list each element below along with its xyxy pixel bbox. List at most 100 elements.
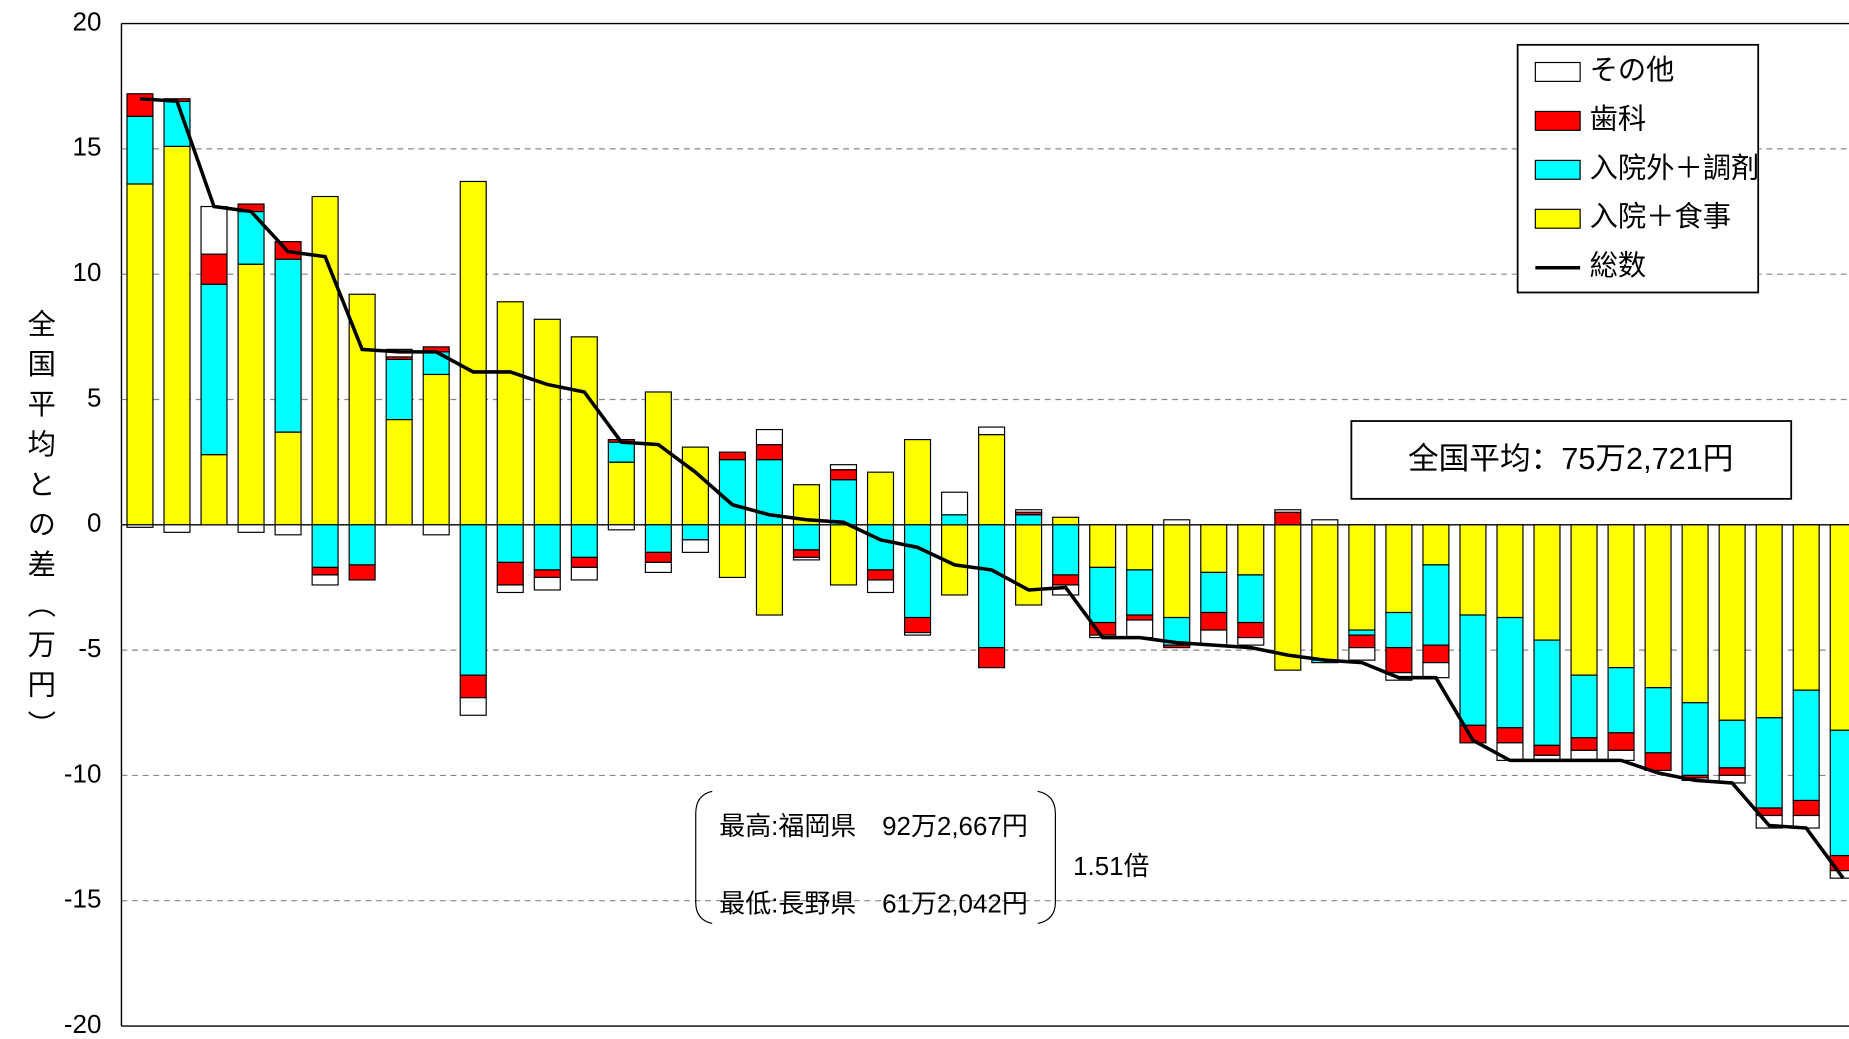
bar-segment (1052, 516, 1080, 526)
legend-swatch (1534, 208, 1581, 229)
bar-segment (1237, 524, 1265, 576)
bar-segment (903, 616, 932, 634)
bar-segment (1348, 629, 1376, 636)
bar-segment (1533, 744, 1561, 756)
bar-segment (792, 549, 821, 558)
average-box (1350, 420, 1793, 500)
y-axis-label: 全国平均との差（万円） (24, 309, 56, 750)
bar-segment (718, 451, 746, 461)
bar-segment (496, 524, 524, 563)
y-tick-label: 0 (87, 510, 101, 538)
bar-segment (1422, 662, 1450, 679)
bar-segment (237, 524, 265, 533)
bar-segment (311, 195, 339, 526)
y-tick-label: 15 (73, 134, 102, 162)
bar-segment (348, 524, 376, 566)
bar-segment (533, 318, 561, 526)
bar-segment (1052, 574, 1080, 586)
bar-segment (496, 301, 524, 526)
bar-segment (1570, 524, 1598, 676)
bar-segment (1792, 689, 1820, 802)
bar-segment (941, 491, 969, 516)
bar-segment (126, 115, 154, 185)
y-tick-label: -15 (64, 886, 101, 914)
bar-segment (274, 258, 302, 433)
bar-segment (1422, 644, 1450, 664)
bar-segment (1607, 732, 1635, 751)
bar-segment (644, 391, 672, 526)
bar-segment (533, 576, 561, 591)
bar-segment (496, 584, 524, 594)
bar-segment (607, 524, 635, 531)
y-tick-label: -20 (64, 1011, 101, 1039)
bar-segment (718, 459, 746, 526)
bar-segment (311, 524, 339, 569)
bar-segment (829, 469, 858, 481)
bar-segment (1200, 571, 1228, 614)
y-tick-label: 20 (73, 8, 102, 36)
bar-segment (903, 524, 932, 619)
bar-segment (1089, 566, 1117, 624)
bar-segment (200, 253, 228, 285)
bar-segment (274, 431, 302, 526)
bar-segment (570, 556, 598, 569)
legend-label: 歯科 (1590, 102, 1647, 134)
y-tick-label: 5 (87, 384, 101, 412)
legend-swatch (1534, 159, 1581, 180)
bar-segment (1755, 524, 1783, 719)
bar-segment (459, 524, 487, 676)
legend-label: その他 (1590, 53, 1675, 85)
bar-segment (644, 524, 672, 553)
bar-segment (1126, 569, 1154, 616)
bar-segment (607, 441, 635, 463)
bar-segment (1829, 729, 1849, 857)
bar-segment (200, 283, 228, 456)
bar-segment (718, 524, 746, 579)
bar-segment (792, 556, 821, 561)
bar-segment (644, 561, 672, 574)
bar-segment (903, 439, 932, 526)
bar-segment (681, 446, 709, 526)
lowest-label: 最低:長野県 61万2,042円 (719, 890, 1027, 919)
bar-segment (829, 479, 858, 526)
bar-segment (1237, 621, 1265, 639)
y-tick-label: -5 (78, 635, 101, 663)
bar-segment (422, 524, 450, 536)
bar-segment (978, 433, 1006, 526)
bar-segment (533, 524, 561, 571)
bar-segment (348, 293, 376, 526)
bar-segment (1533, 639, 1561, 746)
ratio-label: 1.51倍 (1073, 852, 1149, 881)
bar-segment (385, 358, 413, 421)
bar-segment (1237, 574, 1265, 624)
bar-segment (1644, 752, 1672, 771)
bar-segment (1126, 614, 1154, 621)
bar-segment (755, 444, 783, 461)
bar-segment (903, 631, 932, 636)
bar-segment (348, 564, 376, 581)
bar-segment (681, 539, 709, 553)
bar-segment (792, 524, 821, 551)
bar-segment (1718, 767, 1746, 777)
bar-segment (126, 524, 154, 528)
bar-segment (1829, 524, 1849, 731)
bar-segment (1570, 737, 1598, 751)
bar-segment (1348, 524, 1376, 631)
bar-segment (1052, 524, 1080, 576)
bar-segment (607, 461, 635, 526)
bar-segment (1681, 702, 1709, 777)
highest-label: 最高:福岡県 92万2,667円 (719, 812, 1027, 841)
bar-segment (1496, 742, 1524, 761)
bar-segment (978, 426, 1006, 436)
bar-segment (829, 464, 858, 471)
bar-segment (941, 514, 969, 526)
bar-segment (1496, 616, 1524, 729)
bar-segment (866, 569, 895, 581)
bar-segment (422, 373, 450, 526)
bar-segment (755, 428, 783, 446)
bar-segment (1015, 524, 1043, 606)
bar-segment (385, 418, 413, 526)
bar-segment (829, 524, 858, 586)
bar-segment (1607, 667, 1635, 734)
bar-segment (126, 183, 154, 526)
